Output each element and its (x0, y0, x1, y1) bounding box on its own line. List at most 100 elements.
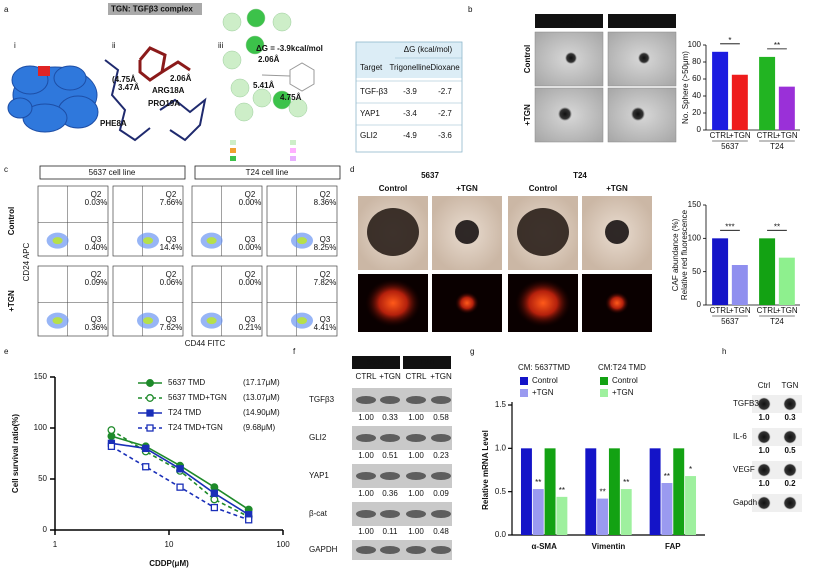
band-value: 1.00 (408, 489, 424, 498)
panel-label: c (4, 165, 8, 174)
table-cell: YAP1 (360, 109, 380, 118)
band (406, 546, 426, 554)
dot-value: 0.3 (784, 413, 796, 422)
panel-label: g (470, 347, 474, 356)
quadrant-value: 0.06% (160, 278, 183, 287)
band (380, 510, 400, 518)
stick (159, 97, 207, 142)
sphere (638, 52, 650, 64)
dot (757, 397, 771, 411)
table-cell: -4.9 (403, 131, 417, 140)
column-label: TGN (782, 381, 799, 390)
protein-label: YAP1 (309, 471, 329, 480)
x-tick-label: FAP (665, 542, 681, 551)
quadrant-name: Q2 (245, 270, 256, 279)
complex-box (108, 3, 202, 15)
bar (585, 448, 597, 535)
cell-cloud (297, 237, 307, 245)
group-label: 5637 (721, 142, 739, 151)
sig-label: * (728, 36, 731, 45)
x-tick-label: CTRL (710, 131, 731, 140)
y-tick-label: 20 (692, 108, 701, 117)
header-box (403, 356, 451, 369)
dot (757, 496, 771, 510)
x-tick-label: +TGN (776, 131, 798, 140)
condition-label: Control (523, 45, 532, 73)
dot (757, 430, 771, 444)
residue (252, 88, 272, 108)
y-tick-label: 0.0 (495, 530, 507, 539)
bar (731, 265, 748, 305)
legend-swatch (290, 156, 296, 161)
quadrant-value: 7.66% (160, 198, 183, 207)
bar (685, 476, 697, 535)
condition-label: Control (7, 207, 16, 235)
sig-label: ** (774, 41, 780, 50)
header-box (39, 165, 186, 180)
residue (222, 12, 242, 32)
y-tick-label: 60 (692, 74, 701, 83)
panel-label: f (293, 347, 296, 356)
band (380, 546, 400, 554)
y-tick-label: 0.5 (495, 487, 507, 496)
condition-label: +TGN (523, 104, 532, 126)
protein-label: IL-6 (733, 432, 747, 441)
interaction-label: 2.06Å (258, 55, 280, 64)
table-cell: -2.7 (438, 87, 452, 96)
dot-value: 0.2 (784, 479, 796, 488)
band (406, 472, 426, 480)
group-label: T24 (770, 317, 784, 326)
table-column-header: Dioxane (430, 63, 460, 72)
band (406, 396, 426, 404)
distance-label: (4.75Å (112, 75, 136, 84)
dot-value: 0.5 (784, 446, 796, 455)
legend-group-title: CM: 5637TMD (518, 363, 570, 372)
sig-label: ** (599, 488, 605, 497)
ic50-label: (13.07μM) (243, 393, 280, 402)
table-header-bg (356, 42, 462, 78)
table-cell: -3.4 (403, 109, 417, 118)
bar (712, 51, 729, 130)
group-label: 5637 (721, 317, 739, 326)
quadrant-name: Q3 (320, 315, 331, 324)
quadrant-value: 0.00% (239, 278, 262, 287)
x-tick-label: +TGN (729, 306, 751, 315)
x-tick-label: α-SMA (531, 542, 557, 551)
x-tick-label: CTRL (710, 306, 731, 315)
band (431, 510, 451, 518)
dot (783, 397, 797, 411)
blot-strip (352, 540, 452, 560)
band (356, 510, 376, 518)
residue (272, 12, 292, 32)
lane-label: +TGN (430, 372, 452, 381)
spheroid (517, 208, 569, 256)
legend-label: +TGN (532, 388, 554, 397)
quadrant-value: 0.36% (85, 323, 108, 332)
table-group-header: ΔG (kcal/mol) (404, 45, 453, 54)
quadrant-name: Q2 (166, 190, 177, 199)
band-value: 1.00 (358, 489, 374, 498)
series-line (111, 445, 249, 521)
legend-swatch (600, 377, 608, 385)
spheroid (455, 220, 479, 244)
panel-label: a (4, 5, 9, 14)
bar (544, 448, 556, 535)
dot-value: 1.0 (758, 479, 770, 488)
cell-line-label: T24 (635, 17, 649, 26)
cell-line-label: 5637 cell line (89, 168, 136, 177)
sphere (631, 107, 645, 121)
quadrant-value: 0.21% (239, 323, 262, 332)
interaction-label: 5.41Å (253, 81, 275, 90)
quadrant-value: 4.41% (314, 323, 337, 332)
cell-line-label: 5637 (560, 17, 578, 26)
legend-swatch (520, 389, 528, 397)
y-tick-label: 100 (34, 423, 48, 432)
cell-cloud (52, 317, 63, 325)
protein-surface (53, 65, 87, 91)
band-value: 0.48 (433, 527, 449, 536)
legend-swatch (290, 148, 296, 153)
x-tick-label: Vimentin (592, 542, 626, 551)
band (380, 396, 400, 404)
y-axis-label: No. Sphere (>50μm) (681, 51, 690, 124)
